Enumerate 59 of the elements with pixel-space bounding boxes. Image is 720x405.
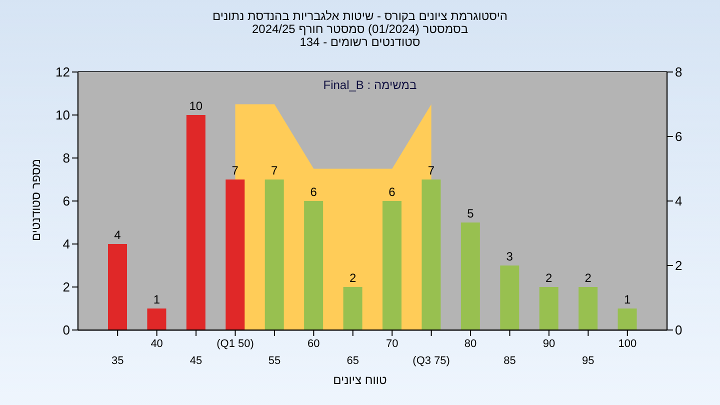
x-axis-title: טווח ציונים bbox=[332, 373, 388, 387]
bar bbox=[539, 287, 558, 330]
x-tick-label: 40 bbox=[150, 338, 163, 350]
y2-tick-label: 6 bbox=[675, 129, 682, 144]
y-tick-label: 4 bbox=[62, 236, 70, 252]
bar bbox=[578, 287, 598, 330]
bar bbox=[264, 180, 284, 330]
x-tick-label: 35 bbox=[111, 355, 124, 367]
y-tick-label: 0 bbox=[62, 322, 70, 338]
x-tick-label: 95 bbox=[582, 355, 594, 367]
data-label: 1 bbox=[624, 292, 631, 306]
chart-subtitle: בסמסטר (01/2024) סמסטר חורף 2024/25 סטודנטים רשומים - 134 bbox=[250, 22, 470, 49]
y2-tick-label: 2 bbox=[675, 258, 682, 274]
data-label: 10 bbox=[189, 99, 203, 113]
bar bbox=[460, 222, 480, 330]
data-label: 4 bbox=[114, 228, 122, 242]
data-label: 5 bbox=[467, 206, 474, 220]
bar bbox=[382, 201, 402, 330]
x-tick-label: 90 bbox=[542, 338, 556, 350]
bar bbox=[147, 308, 166, 330]
y2-tick-label: 4 bbox=[675, 194, 682, 209]
bar bbox=[186, 115, 206, 330]
bar bbox=[108, 244, 127, 330]
y-tick-label: 10 bbox=[56, 108, 70, 123]
x-tick-label: 85 bbox=[504, 355, 516, 367]
y-tick-label: 2 bbox=[62, 280, 70, 295]
data-label: 7 bbox=[232, 164, 239, 178]
y-axis-title: מספר סטודנטים bbox=[29, 158, 43, 242]
data-label: 7 bbox=[428, 164, 435, 178]
bar bbox=[618, 308, 637, 330]
y-tick-label: 8 bbox=[62, 150, 70, 166]
y2-tick-label: 0 bbox=[675, 322, 682, 338]
data-label: 6 bbox=[388, 185, 396, 199]
bar bbox=[422, 180, 441, 330]
data-label: 1 bbox=[153, 292, 160, 306]
x-tick-label: 55 bbox=[268, 355, 281, 367]
y-tick-label: 6 bbox=[62, 194, 70, 209]
chart-title: היסטוגרמת ציונים בקורס - שיטות אלגבריות בהנדסת נתונים bbox=[211, 9, 509, 23]
data-label: 6 bbox=[310, 185, 318, 199]
x-tick-label: (Q3 75) bbox=[412, 355, 450, 367]
annotation: במשימה : Final_B bbox=[322, 78, 418, 92]
bar bbox=[226, 180, 245, 330]
x-tick-label: 80 bbox=[464, 338, 477, 350]
data-label: 7 bbox=[271, 164, 278, 178]
y2-tick-label: 8 bbox=[675, 64, 682, 80]
y-tick-label: 12 bbox=[56, 64, 70, 80]
x-tick-label: 70 bbox=[386, 338, 398, 350]
x-tick-label: 65 bbox=[346, 355, 360, 367]
bar bbox=[343, 287, 362, 330]
data-label: 2 bbox=[349, 271, 356, 285]
x-tick-label: 60 bbox=[308, 338, 320, 350]
bar bbox=[500, 266, 520, 330]
x-tick-label: 45 bbox=[190, 355, 202, 367]
x-tick-label: 100 bbox=[618, 338, 637, 350]
bar bbox=[304, 201, 324, 330]
data-label: 2 bbox=[584, 271, 592, 285]
data-label: 3 bbox=[506, 250, 514, 264]
data-label: 2 bbox=[546, 271, 553, 285]
x-tick-label: (Q1 50) bbox=[216, 338, 254, 350]
